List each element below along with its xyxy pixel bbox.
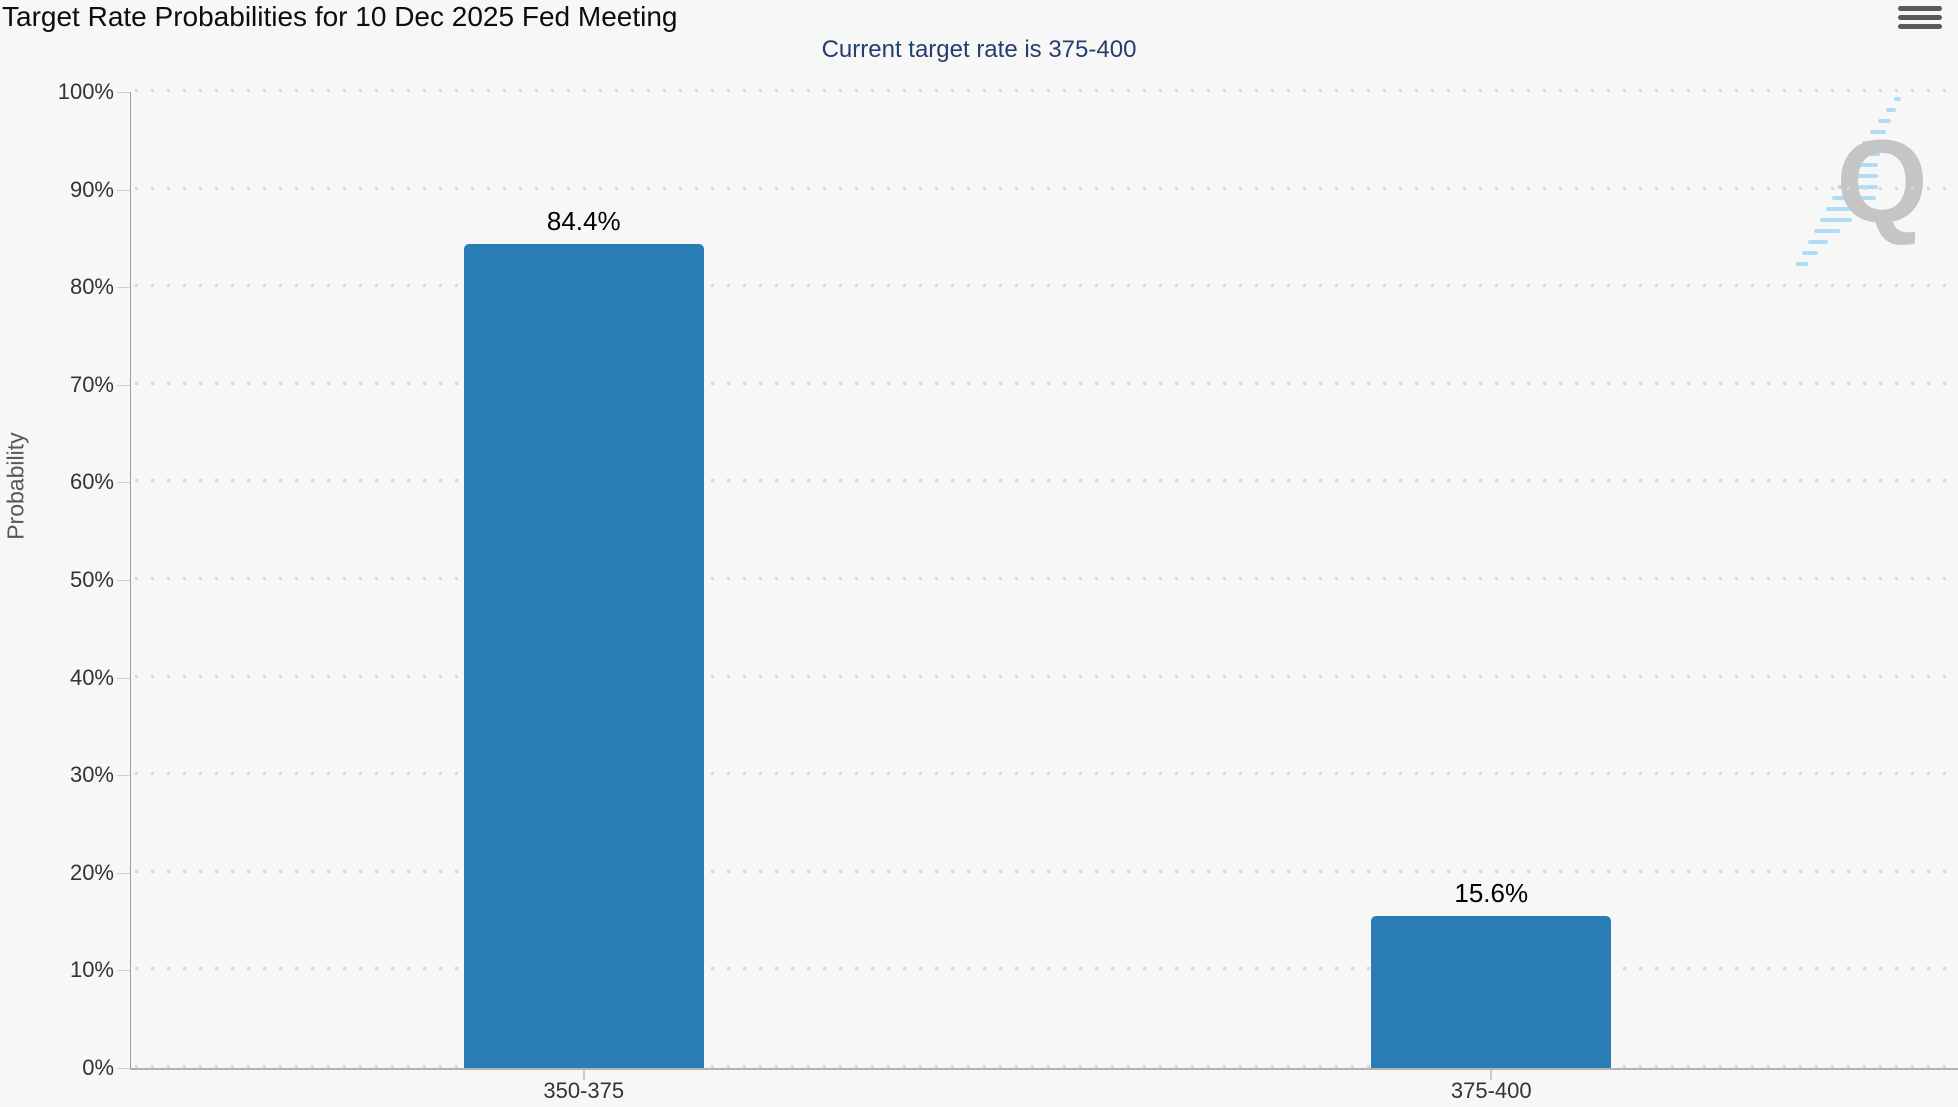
y-axis-tick xyxy=(117,189,130,191)
y-gridline xyxy=(135,674,1958,678)
y-tick-label: 100% xyxy=(57,79,114,104)
y-axis-tick xyxy=(117,92,130,93)
y-tick-label: 20% xyxy=(69,859,114,885)
y-axis-tick xyxy=(117,677,130,679)
y-axis-tick xyxy=(117,580,130,581)
bar-value-label: 84.4% xyxy=(546,206,621,237)
x-category-label: 350-375 xyxy=(543,1078,625,1103)
y-tick-label: 90% xyxy=(69,176,114,202)
y-axis-tick xyxy=(117,872,130,874)
chart-context-menu-button[interactable] xyxy=(1895,2,1945,36)
y-tick-label: 40% xyxy=(69,664,114,690)
y-tick-label: 60% xyxy=(69,469,114,495)
y-tick-label: 10% xyxy=(69,957,114,983)
y-axis-tick xyxy=(117,384,130,386)
y-gridline xyxy=(135,967,1958,971)
y-tick-label: 0% xyxy=(82,1055,114,1080)
y-gridline xyxy=(135,186,1958,190)
hamburger-icon xyxy=(1898,6,1942,29)
y-tick-label: 50% xyxy=(69,567,114,592)
chart-title: Target Rate Probabilities for 10 Dec 202… xyxy=(2,1,678,32)
y-gridline xyxy=(135,772,1958,776)
y-gridline xyxy=(135,284,1958,288)
y-axis-tick xyxy=(117,1068,130,1069)
y-tick-label: 70% xyxy=(69,371,114,397)
y-axis-tick xyxy=(117,775,130,777)
y-gridline xyxy=(135,479,1958,483)
y-tick-label: 30% xyxy=(69,762,114,788)
x-axis-tick xyxy=(582,1070,585,1080)
bar-350-375[interactable] xyxy=(463,244,704,1068)
x-axis-line xyxy=(130,1068,1958,1070)
y-gridline xyxy=(135,577,1958,580)
quikstrike-logo-watermark: Q xyxy=(1796,97,1928,266)
x-axis-tick xyxy=(1490,1070,1493,1080)
watermark-q-letter: Q xyxy=(1836,116,1928,248)
bar-375-400[interactable] xyxy=(1371,915,1612,1068)
y-gridline xyxy=(135,869,1958,873)
y-axis-tick xyxy=(117,287,130,289)
y-axis-line xyxy=(130,92,131,1068)
x-category-label: 375-400 xyxy=(1450,1078,1532,1103)
y-tick-label: 80% xyxy=(69,274,114,300)
y-gridline xyxy=(135,1065,1958,1068)
y-gridline xyxy=(135,89,1958,92)
y-axis-tick xyxy=(117,970,130,972)
y-axis-tick xyxy=(117,482,130,484)
bar-value-label: 15.6% xyxy=(1454,877,1529,908)
chart-subtitle: Current target rate is 375-400 xyxy=(821,36,1137,63)
y-gridline xyxy=(135,381,1958,385)
